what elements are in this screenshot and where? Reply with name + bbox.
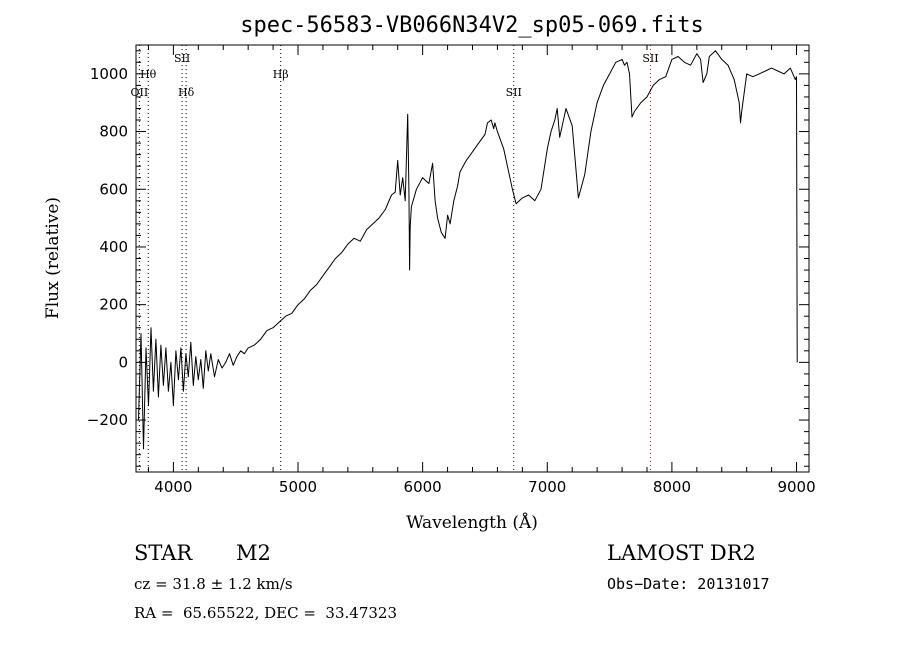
spectrum-series (138, 50, 798, 450)
y-tick-label: 200 (99, 296, 128, 314)
x-axis-label: Wavelength (Å) (406, 512, 538, 533)
x-tick-label: 5000 (279, 478, 317, 496)
annotation-label: SII (174, 52, 190, 65)
y-tick-label: 0 (118, 353, 128, 371)
plot-frame (135, 44, 810, 473)
observation-date: Obs−Date: 20131017 (607, 575, 770, 593)
y-tick-label: 400 (99, 238, 128, 256)
x-tick-label: 6000 (404, 478, 442, 496)
x-tick-label: 4000 (154, 478, 192, 496)
coordinates-readout: RA = 65.65522, DEC = 33.47323 (134, 604, 398, 622)
annotation-label: SII (506, 86, 522, 99)
annotation-label: Hθ (140, 68, 157, 81)
axis-tick-labels: 4000 5000 6000 7000 8000 9000 −200 0 200 400 600 80… (87, 65, 816, 496)
y-axis-label: Flux (relative) (43, 197, 63, 319)
spectrum-line (138, 50, 798, 450)
y-tick-label: 1000 (90, 65, 128, 83)
object-class: STAR (134, 541, 193, 565)
annotation-label: Hβ (273, 68, 289, 81)
annotation-label: OII (131, 86, 149, 99)
x-tick-label: 9000 (777, 478, 815, 496)
chart-title: spec-56583-VB066N34V2_sp05-069.fits (240, 13, 704, 38)
annotation-label: SII (642, 52, 658, 65)
survey-name: LAMOST DR2 (607, 541, 756, 565)
redshift-readout: cz = 31.8 ± 1.2 km/s (134, 575, 293, 593)
y-tick-label: −200 (87, 411, 128, 429)
x-tick-label: 7000 (528, 478, 566, 496)
x-tick-label: 8000 (653, 478, 691, 496)
axis-ticks (136, 45, 809, 472)
y-tick-label: 600 (99, 180, 128, 198)
annotation-label: Hδ (178, 86, 195, 99)
line-annotations: OII Hθ SII Hδ Hβ SII SII (131, 45, 659, 472)
object-subclass: M2 (236, 541, 271, 565)
y-tick-label: 800 (99, 123, 128, 141)
